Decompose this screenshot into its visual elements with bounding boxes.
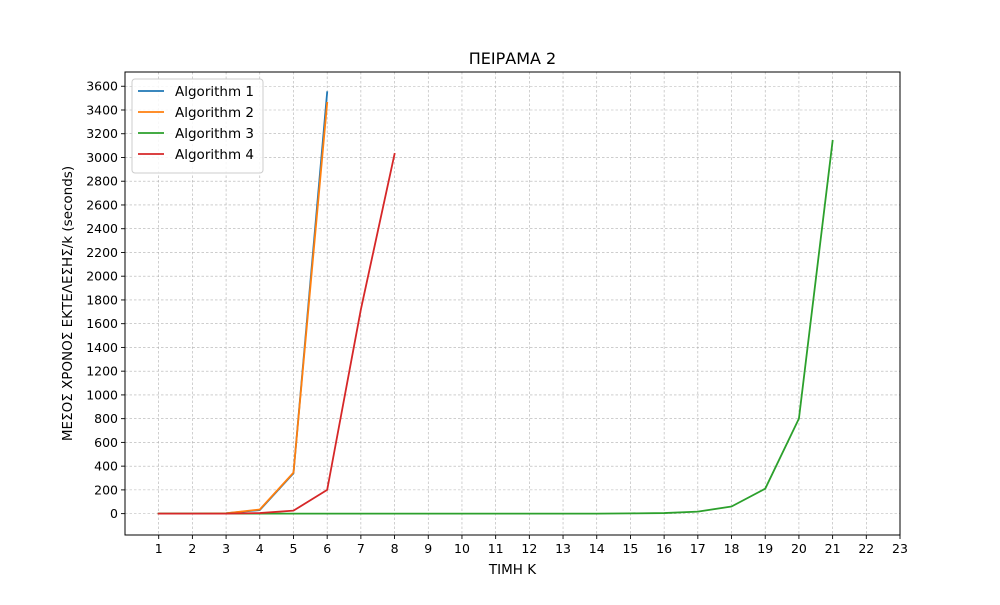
x-tick-label: 8 [391,541,399,556]
x-tick-label: 21 [825,541,841,556]
y-tick-label: 3000 [86,150,118,165]
legend-label: Algorithm 2 [175,105,254,121]
y-tick-label: 2000 [86,269,118,284]
series-line [157,139,834,515]
y-tick-label: 800 [94,411,118,426]
x-tick-label: 19 [757,541,773,556]
x-tick-label: 18 [724,541,740,556]
x-tick-label: 4 [256,541,264,556]
y-axis-title: ΜΕΣΟΣ ΧΡΟΝΟΣ ΕΚΤΕΛΕΣΗΣ/k (seconds) [60,166,76,441]
y-tick-label: 2200 [86,245,118,260]
y-tick-label: 200 [94,482,118,497]
x-tick-label: 11 [488,541,504,556]
chart-title: ΠΕΙΡΑΜΑ 2 [469,49,556,68]
x-tick-label: 23 [892,541,908,556]
x-tick-label: 22 [858,541,874,556]
x-tick-label: 13 [555,541,571,556]
x-tick-label: 9 [424,541,432,556]
legend-label: Algorithm 1 [175,84,254,100]
legend-label: Algorithm 4 [175,147,254,163]
y-tick-label: 2600 [86,197,118,212]
y-tick-label: 600 [94,435,118,450]
x-tick-label: 20 [791,541,807,556]
y-tick-label: 1400 [86,340,118,355]
y-tick-label: 1800 [86,292,118,307]
legend-box [131,78,264,174]
x-tick-label: 7 [357,541,365,556]
y-tick-label: 1200 [86,364,118,379]
axis-ticks: 1 2 3 4 5 6 7 8 9 10 11 12 13 14 15 16 17 18 19 20 21 22 23020… [86,79,908,556]
plot-area [124,71,901,536]
x-tick-label: 5 [290,541,298,556]
series-line [157,152,396,515]
y-tick-label: 3400 [86,102,118,117]
y-tick-label: 0 [110,506,118,521]
y-tick-label: 2400 [86,221,118,236]
x-tick-label: 10 [454,541,470,556]
x-tick-label: 17 [690,541,706,556]
y-tick-label: 1600 [86,316,118,331]
y-tick-label: 3600 [86,79,118,94]
y-tick-label: 3200 [86,126,118,141]
x-tick-label: 14 [589,541,605,556]
legend-label: Algorithm 3 [175,126,254,142]
x-tick-label: 2 [188,541,196,556]
y-tick-label: 1000 [86,387,118,402]
x-tick-label: 1 [155,541,163,556]
x-axis-title: ΤΙΜΗ Κ [488,562,537,578]
x-tick-label: 6 [323,541,331,556]
legend: Algorithm 1 Algorithm 2 Algorithm 3 Algorit… [131,78,264,174]
y-tick-label: 400 [94,459,118,474]
x-tick-label: 12 [521,541,537,556]
x-tick-label: 15 [622,541,638,556]
x-tick-label: 16 [656,541,672,556]
y-tick-label: 2800 [86,174,118,189]
grid [125,72,901,535]
series-lines [157,91,834,515]
x-tick-label: 3 [222,541,230,556]
